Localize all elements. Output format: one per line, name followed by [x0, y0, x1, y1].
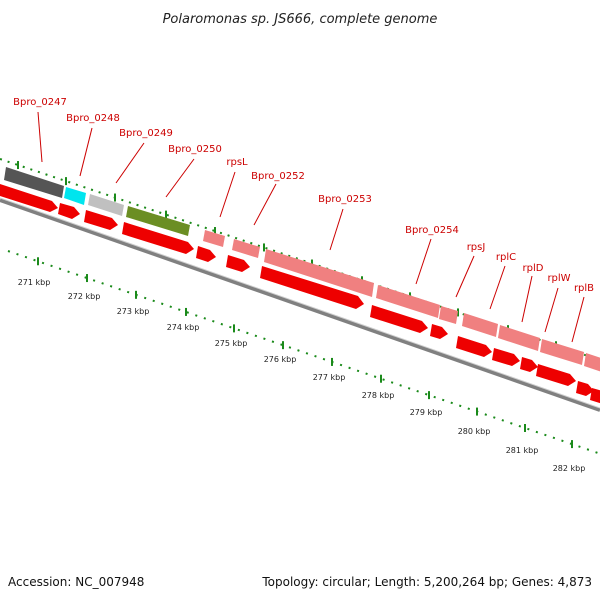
- map-title: Polaromonas sp. JS666, complete genome: [163, 12, 438, 27]
- gene-label: Bpro_0252: [251, 171, 305, 182]
- reverse-arrow-4[interactable]: [122, 222, 194, 254]
- gene-label: Bpro_0253: [318, 194, 372, 205]
- feature-rplb[interactable]: [584, 353, 600, 372]
- reverse-arrow-10[interactable]: [456, 336, 492, 357]
- leader-rplw: [544, 287, 559, 333]
- leader-bpro-0253: [329, 208, 344, 251]
- reverse-strand-features: [0, 184, 600, 405]
- kbp-ticks: [37, 257, 573, 449]
- reverse-arrow-5[interactable]: [196, 246, 216, 262]
- leader-bpro-0254: [415, 238, 432, 285]
- leader-bpro-0247: [37, 111, 43, 163]
- feature-rpsl[interactable]: [203, 230, 225, 247]
- kbp-label: 273 kbp: [117, 307, 150, 316]
- gene-label: Bpro_0254: [405, 225, 459, 236]
- kbp-label: 271 kbp: [18, 278, 51, 287]
- gene-leader-lines: [37, 111, 585, 343]
- reverse-arrow-1[interactable]: [0, 184, 58, 212]
- kbp-label: 274 kbp: [167, 323, 200, 332]
- reverse-arrow-11[interactable]: [492, 348, 520, 366]
- reverse-arrow-9[interactable]: [430, 324, 448, 339]
- gene-labels: Bpro_0247 Bpro_0248 Bpro_0249 Bpro_0250 …: [13, 97, 594, 294]
- leader-bpro-0252: [253, 183, 277, 226]
- feature-rpld[interactable]: [498, 325, 540, 351]
- kbp-label: 281 kbp: [506, 446, 539, 455]
- reverse-arrow-6[interactable]: [226, 255, 250, 272]
- feature-rplc[interactable]: [462, 313, 498, 337]
- gene-label: rplC: [496, 252, 516, 263]
- reverse-arrow-8[interactable]: [370, 305, 428, 333]
- forward-strand-features: [4, 167, 600, 372]
- gene-label: rpsL: [226, 157, 248, 168]
- kbp-label: 280 kbp: [458, 427, 491, 436]
- leader-rpld: [521, 275, 533, 323]
- reverse-arrow-12[interactable]: [520, 357, 538, 372]
- feature-bpro-0250[interactable]: [126, 206, 190, 236]
- backbone-highlight: [0, 197, 600, 409]
- feature-bpro-0254[interactable]: [376, 285, 440, 318]
- gene-label: Bpro_0247: [13, 97, 67, 108]
- kbp-label: 277 kbp: [313, 373, 346, 382]
- leader-rpsl: [219, 171, 236, 218]
- leader-rplc: [489, 265, 506, 310]
- kbp-label: 276 kbp: [264, 355, 297, 364]
- reverse-arrow-2[interactable]: [58, 203, 80, 219]
- reverse-arrow-3[interactable]: [84, 210, 118, 230]
- kbp-label: 278 kbp: [362, 391, 395, 400]
- leader-bpro-0248: [79, 127, 93, 177]
- reverse-arrow-13[interactable]: [536, 364, 576, 386]
- gene-label: Bpro_0249: [119, 128, 173, 139]
- backbone-line: [0, 198, 600, 412]
- accession-text: Accession: NC_007948: [8, 575, 144, 589]
- feature-rpsj[interactable]: [439, 306, 458, 324]
- kbp-label: 279 kbp: [410, 408, 443, 417]
- reverse-arrow-14[interactable]: [576, 381, 594, 396]
- kbp-label: 275 kbp: [215, 339, 248, 348]
- feature-bpro-0248[interactable]: [64, 187, 86, 205]
- kbp-label: 272 kbp: [68, 292, 101, 301]
- reverse-arrow-15[interactable]: [590, 388, 600, 405]
- gene-label: rplW: [547, 273, 570, 284]
- leader-bpro-0250: [165, 158, 195, 198]
- gene-label: Bpro_0248: [66, 113, 120, 124]
- gene-label: rplB: [574, 283, 594, 294]
- gene-label: Bpro_0250: [168, 144, 222, 155]
- kbp-labels: 271 kbp 272 kbp 273 kbp 274 kbp 275 kbp …: [18, 278, 586, 473]
- feature-bpro-0249[interactable]: [88, 194, 124, 216]
- feature-bpro-0252[interactable]: [232, 239, 260, 258]
- reverse-arrow-7[interactable]: [260, 266, 364, 309]
- gene-label: rplD: [523, 263, 544, 274]
- gene-label: rpsJ: [467, 242, 486, 253]
- feature-bpro-0247[interactable]: [4, 167, 64, 198]
- kbp-label: 282 kbp: [553, 464, 586, 473]
- leader-rpsj: [455, 255, 475, 298]
- outer-tick-ring: [0, 158, 600, 361]
- feature-bpro-0253[interactable]: [264, 249, 374, 297]
- leader-rplb: [571, 296, 585, 343]
- genome-summary-text: Topology: circular; Length: 5,200,264 bp…: [261, 575, 592, 589]
- feature-rplw[interactable]: [540, 339, 584, 365]
- leader-bpro-0249: [115, 142, 145, 184]
